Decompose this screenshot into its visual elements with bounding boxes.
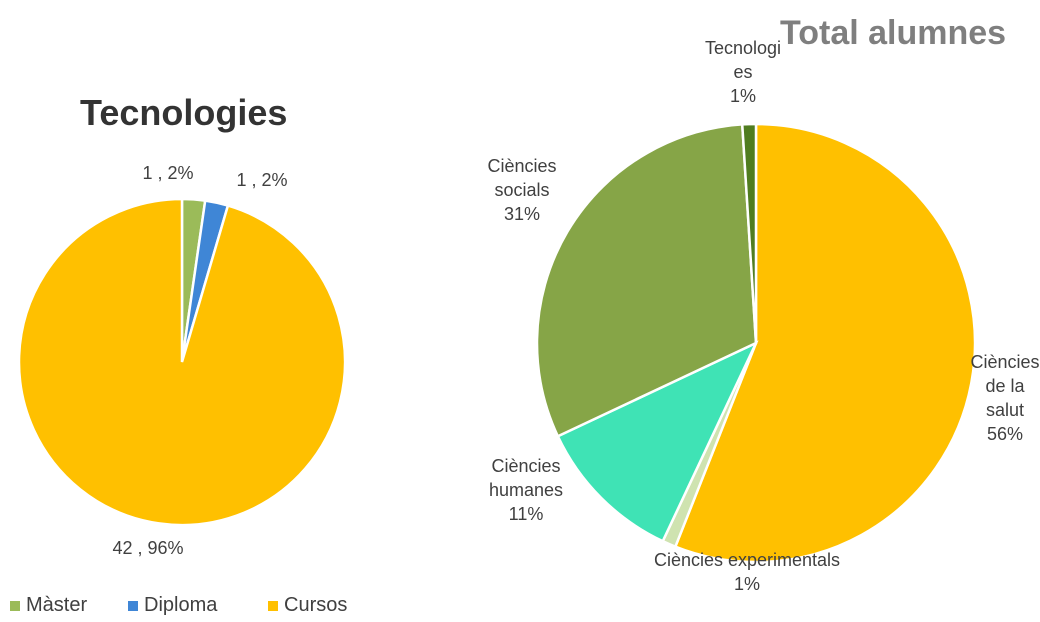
pie-slice (556, 340, 759, 543)
data-label: Ciències humanes 11% (471, 454, 581, 526)
value-label: 1 , 2% (236, 170, 288, 190)
legend-label: Màster (26, 594, 88, 616)
data-label: Tecnologies 1% (703, 36, 783, 108)
chart-title: Total alumnes (780, 14, 1007, 52)
data-label: 42 , 96% (88, 536, 208, 560)
value-label: 56% (986, 424, 1024, 444)
value-label: 1 , 2% (142, 163, 194, 183)
pie-slice (740, 122, 758, 344)
pie-slice (535, 123, 758, 438)
category-label: Ciències socials (487, 156, 557, 200)
category-label: Ciències humanes (488, 456, 564, 500)
value-label: 1% (733, 574, 760, 594)
pie-slice (17, 197, 347, 527)
category-label: Ciències experimentals (653, 550, 841, 570)
data-label: Ciències de la salut 56% (965, 350, 1040, 446)
legend-marker (128, 600, 138, 611)
data-label: Ciències experimentals 1% (617, 548, 877, 596)
legend-item: Màster (10, 594, 87, 617)
legend-item: Diploma (128, 594, 217, 617)
category-label: Ciències de la salut (970, 352, 1040, 420)
legend-marker (268, 600, 278, 611)
legend-marker (10, 600, 20, 611)
value-label: 42 , 96% (112, 538, 184, 558)
data-label: 1 , 2% (123, 161, 213, 185)
value-label: 11% (508, 504, 544, 524)
data-label: 1 , 2% (217, 168, 307, 192)
data-label: Ciències socials 31% (467, 154, 577, 226)
legend-item: Cursos (268, 594, 347, 617)
category-label: Tecnologies (704, 38, 782, 82)
pie-slice (673, 122, 977, 564)
chart-title: Tecnologies (80, 92, 288, 133)
value-label: 31% (503, 204, 541, 224)
value-label: 1% (729, 86, 756, 106)
legend-label: Cursos (284, 594, 348, 616)
legend-label: Diploma (144, 594, 218, 616)
